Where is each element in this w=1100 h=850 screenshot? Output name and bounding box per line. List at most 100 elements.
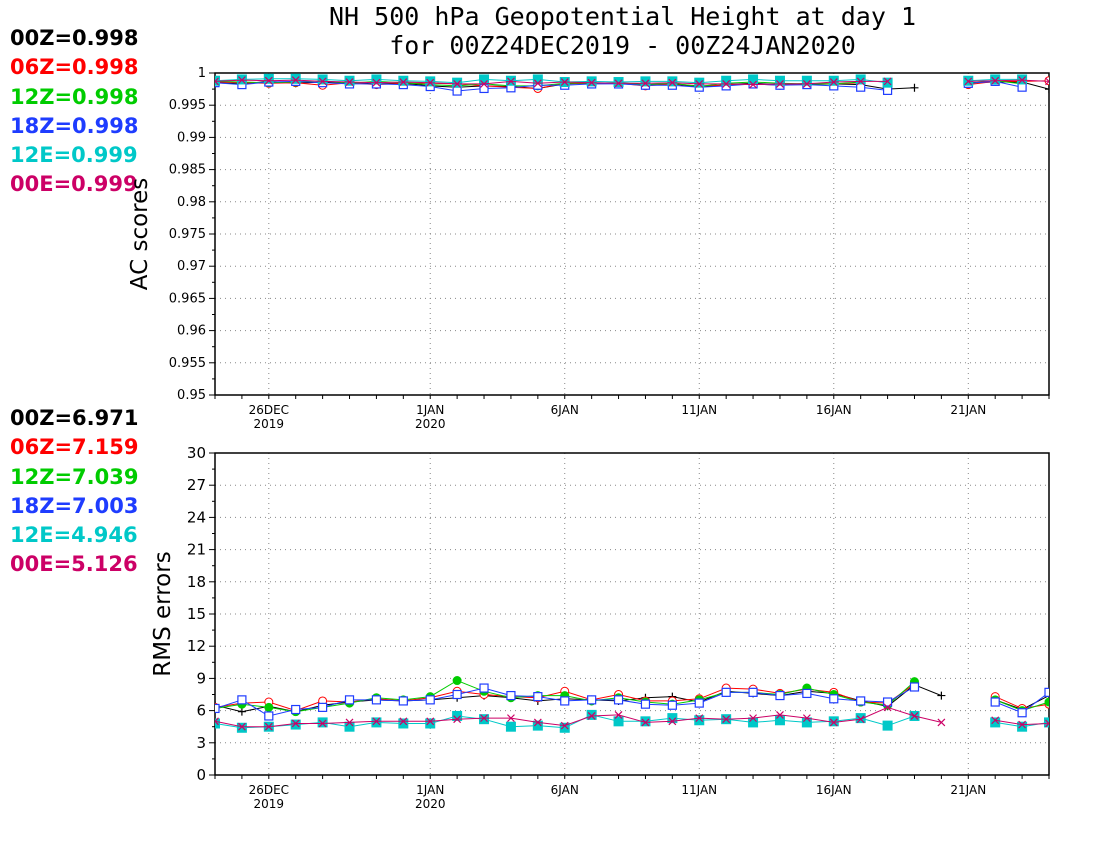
- series-00e-point: [695, 714, 704, 723]
- y-tick-label: 6: [196, 702, 206, 720]
- series-00e-point: [453, 715, 462, 724]
- series-00e-point: [480, 714, 488, 723]
- series-12e-point: [505, 721, 516, 732]
- series-18z-point: [802, 688, 812, 699]
- y-axis-label: AC scores: [127, 178, 153, 290]
- ac-legend-00z: 00Z=0.998: [10, 26, 139, 50]
- series-00e-point: [776, 80, 784, 88]
- series-00e-point: [372, 78, 381, 87]
- series-12e-point: [801, 75, 812, 86]
- series-18z-point: [748, 687, 758, 697]
- series-12e-point: [559, 722, 570, 733]
- series-18z-point: [1044, 687, 1049, 697]
- series-12e-point: [236, 722, 247, 733]
- series-00z-point: [937, 691, 946, 700]
- y-tick-label: 21: [187, 541, 206, 559]
- y-tick-label: 12: [187, 637, 206, 655]
- rms-legend-00e: 00E=5.126: [10, 552, 138, 577]
- series-00e-point: [1045, 719, 1049, 728]
- x-tick-label: 1JAN: [416, 403, 444, 417]
- series-00e-point: [695, 80, 704, 88]
- y-axis-label: RMS errors: [150, 551, 176, 676]
- y-tick-label: 0.97: [177, 259, 206, 274]
- y-tick-label: 0.975: [169, 227, 206, 242]
- y-tick-label: 27: [187, 476, 206, 494]
- series-00e-point: [318, 77, 327, 86]
- series-00e-point: [587, 78, 596, 87]
- series-18z-point: [237, 695, 247, 705]
- y-tick-label: 0.955: [169, 356, 206, 371]
- series-00e-point: [291, 719, 300, 728]
- series-00e-point: [507, 77, 515, 86]
- series-12e-point: [586, 709, 597, 720]
- series-00e-point: [372, 717, 381, 726]
- series-00e-point: [722, 715, 731, 724]
- y-tick-label: 0.95: [177, 388, 206, 403]
- series-12e-point: [398, 718, 409, 729]
- y-tick-label: 0.985: [169, 163, 206, 178]
- rms-legend-18z: 18Z=7.003: [10, 493, 139, 518]
- series-18z-point: [452, 86, 462, 96]
- series-12e-point: [613, 716, 624, 727]
- series-12e-point: [748, 74, 759, 85]
- y-tick-label: 0.96: [177, 324, 206, 339]
- series-12e-point: [452, 710, 463, 721]
- series-18z-point: [882, 697, 893, 707]
- series-00z-point: [1045, 85, 1049, 94]
- series-00e-line: [215, 706, 942, 728]
- series-12e-point: [479, 714, 490, 725]
- series-00z-point: [910, 83, 919, 92]
- x-tick-label: 21JAN: [950, 403, 986, 417]
- series-12e-point: [586, 76, 597, 87]
- series-12e-point: [640, 76, 651, 87]
- series-12e-point: [855, 713, 866, 724]
- series-12e-point: [694, 77, 705, 88]
- series-12e-point: [290, 719, 301, 730]
- series-18z-point: [587, 695, 597, 705]
- rms-legend-12e: 12E=4.946: [10, 523, 138, 548]
- series-00e-point: [291, 76, 300, 85]
- series-12e-point: [425, 718, 436, 729]
- series-12e-point: [425, 76, 436, 87]
- series-18z-point: [371, 695, 382, 705]
- series-12e-point: [1017, 721, 1028, 732]
- series-18z-point: [721, 687, 731, 697]
- x-tick-label-year: 2020: [415, 797, 446, 811]
- y-tick-label: 3: [196, 734, 206, 752]
- series-00e-point: [426, 717, 435, 726]
- series-12e-point: [828, 75, 839, 86]
- series-18z-point: [425, 695, 435, 705]
- series-00e-point: [345, 78, 354, 86]
- series-00e-point: [399, 78, 408, 86]
- series-00e-point: [560, 78, 569, 86]
- ac-legend-06z: 06Z=0.998: [10, 55, 139, 80]
- series-00e-point: [802, 714, 811, 723]
- y-tick-label: 30: [187, 444, 206, 462]
- series-00e-point: [264, 76, 273, 85]
- series-00e-point: [237, 722, 246, 731]
- series-18z-point: [613, 695, 624, 705]
- series-18z-point: [909, 682, 920, 692]
- series-12e-point: [532, 720, 543, 731]
- x-tick-label: 26DEC: [249, 783, 289, 797]
- series-18z-point: [398, 696, 408, 706]
- y-tick-label: 24: [187, 508, 206, 526]
- series-00e-point: [614, 710, 623, 719]
- series-00e-point: [614, 79, 623, 88]
- series-12e-point: [479, 74, 490, 85]
- series-00e-point: [587, 712, 596, 720]
- series-12e-point: [694, 715, 705, 726]
- series-12e-point: [398, 75, 409, 86]
- series-00e-point: [749, 80, 757, 89]
- series-00e-point: [749, 714, 757, 723]
- series-12e-point: [855, 74, 866, 85]
- series-18z-point: [479, 83, 489, 94]
- series-00e-point: [668, 78, 677, 87]
- series-12e-point: [371, 717, 382, 728]
- y-tick-label: 15: [187, 605, 206, 623]
- series-00e-point: [856, 77, 865, 86]
- series-12e-point: [774, 75, 785, 86]
- series-00e-point: [668, 717, 677, 726]
- series-00e-point: [318, 719, 327, 728]
- series-12e-point: [290, 73, 301, 84]
